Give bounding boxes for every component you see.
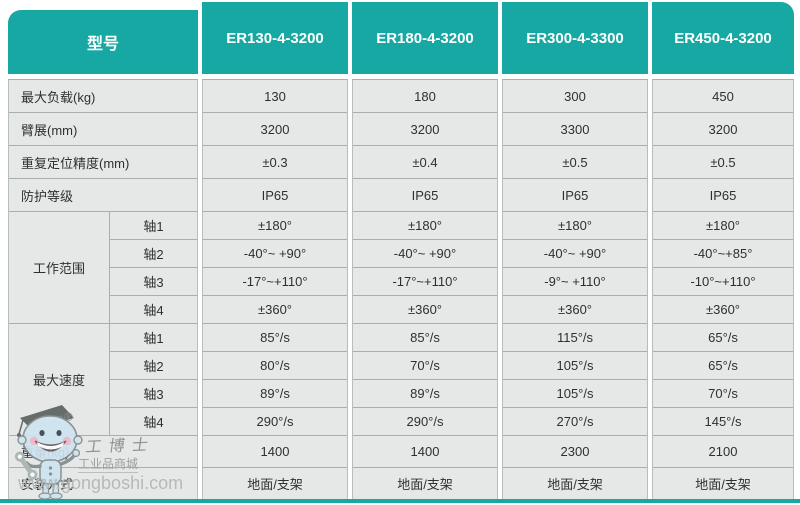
row-label-reach: 臂展(mm) [9,113,197,146]
table-cell: 3200 [203,113,347,146]
table-cell: 270°/s [503,408,647,436]
table-cell: 1400 [353,436,497,468]
group-label-work-range: 工作范围 [9,212,110,324]
table-cell: 89°/s [353,380,497,408]
work-range-group: 工作范围 轴1 轴2 轴3 轴4 [9,212,197,324]
table-cell: 115°/s [503,324,647,352]
table-cell: 70°/s [653,380,793,408]
table-cell: ±0.4 [353,146,497,179]
table-cell: IP65 [503,179,647,212]
table-cell: 2300 [503,436,647,468]
table-cell: 地面/支架 [653,468,793,500]
axis-label: 轴2 [109,240,197,268]
table-cell: 105°/s [503,352,647,380]
table-cell: 70°/s [353,352,497,380]
table-cell: 450 [653,80,793,113]
column-header-er130: ER130-4-3200 [202,2,348,74]
table-cell: 300 [503,80,647,113]
axis-label: 轴1 [109,212,197,240]
table-cell: ±360° [653,296,793,324]
row-label-payload: 最大负载(kg) [9,80,197,113]
table-cell: 地面/支架 [503,468,647,500]
axis-label: 轴4 [109,296,197,324]
value-column-er130: 130 3200 ±0.3 IP65 ±180° -40°~ +90° -17°… [202,79,348,500]
table-cell: 290°/s [203,408,347,436]
table-cell: -17°~+110° [203,268,347,296]
table-cell: 地面/支架 [203,468,347,500]
column-header-er450: ER450-4-3200 [652,2,794,74]
value-column-er300: 300 3300 ±0.5 IP65 ±180° -40°~ +90° -9°~… [502,79,648,500]
value-column-er180: 180 3200 ±0.4 IP65 ±180° -40°~ +90° -17°… [352,79,498,500]
table-header-row: 型号 ER130-4-3200 ER180-4-3200 ER300-4-330… [8,0,794,74]
table-cell: 85°/s [203,324,347,352]
table-cell: 3200 [653,113,793,146]
table-cell: -10°~+110° [653,268,793,296]
table-cell: 2100 [653,436,793,468]
table-cell: 80°/s [203,352,347,380]
table-cell: 180 [353,80,497,113]
table-cell: IP65 [653,179,793,212]
max-speed-group: 最大速度 轴1 轴2 轴3 轴4 [9,324,197,436]
table-cell: ±360° [503,296,647,324]
value-column-er450: 450 3200 ±0.5 IP65 ±180° -40°~+85° -10°~… [652,79,794,500]
work-range-axis-labels: 轴1 轴2 轴3 轴4 [109,212,197,324]
table-cell: 3300 [503,113,647,146]
group-label-max-speed: 最大速度 [9,324,110,436]
table-cell: 地面/支架 [353,468,497,500]
max-speed-axis-labels: 轴1 轴2 轴3 轴4 [109,324,197,436]
table-cell: -40°~ +90° [353,240,497,268]
table-cell: ±0.5 [503,146,647,179]
row-label-protection: 防护等级 [9,179,197,212]
table-cell: 105°/s [503,380,647,408]
table-cell: ±360° [353,296,497,324]
table-cell: -9°~ +110° [503,268,647,296]
table-cell: 65°/s [653,352,793,380]
table-cell: -40°~ +90° [503,240,647,268]
table-cell: IP65 [203,179,347,212]
table-cell: ±360° [203,296,347,324]
column-header-er180: ER180-4-3200 [352,2,498,74]
table-cell: -17°~+110° [353,268,497,296]
axis-label: 轴3 [109,268,197,296]
table-cell: 130 [203,80,347,113]
table-cell: ±180° [653,212,793,240]
label-column: 最大负载(kg) 臂展(mm) 重复定位精度(mm) 防护等级 工作范围 轴1 … [8,79,198,500]
axis-label: 轴3 [109,380,197,408]
table-cell: 65°/s [653,324,793,352]
row-label-repeatability: 重复定位精度(mm) [9,146,197,179]
column-header-er300: ER300-4-3300 [502,2,648,74]
table-cell: ±0.3 [203,146,347,179]
table-cell: 290°/s [353,408,497,436]
row-label-weight: 重量(kg) [9,436,197,468]
axis-label: 轴2 [109,352,197,380]
table-cell: 85°/s [353,324,497,352]
row-label-mounting: 安装方式 [9,468,197,500]
model-label-text: 型号 [86,36,119,53]
table-cell: ±180° [353,212,497,240]
axis-label: 轴4 [109,408,197,436]
bottom-accent-bar [0,499,800,503]
table-cell: 145°/s [653,408,793,436]
table-cell: IP65 [353,179,497,212]
table-cell: -40°~ +90° [203,240,347,268]
column-header-model-label: 型号 [8,10,198,74]
spec-table: 型号 ER130-4-3200 ER180-4-3200 ER300-4-330… [8,0,794,500]
table-cell: 3200 [353,113,497,146]
axis-label: 轴1 [109,324,197,352]
table-cell: 1400 [203,436,347,468]
table-body: 最大负载(kg) 臂展(mm) 重复定位精度(mm) 防护等级 工作范围 轴1 … [8,79,794,500]
table-cell: ±0.5 [653,146,793,179]
table-cell: 89°/s [203,380,347,408]
table-cell: ±180° [503,212,647,240]
table-cell: -40°~+85° [653,240,793,268]
table-cell: ±180° [203,212,347,240]
